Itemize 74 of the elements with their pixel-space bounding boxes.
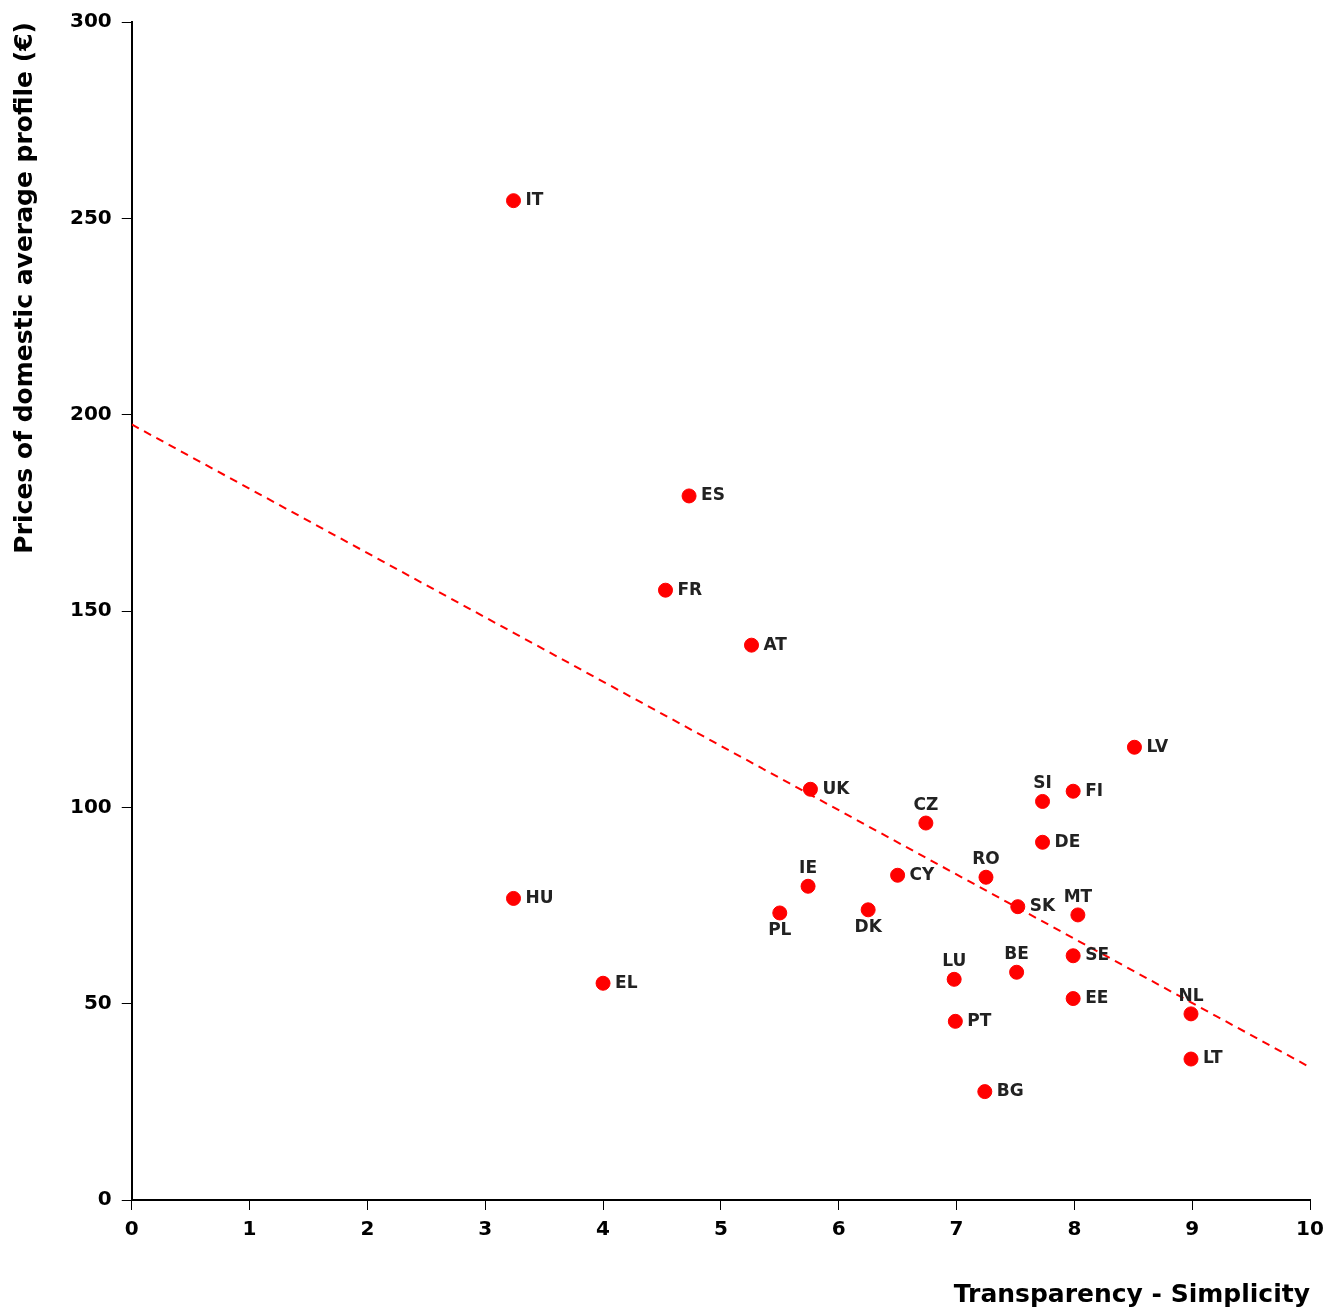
point <box>978 869 994 885</box>
point <box>681 488 697 504</box>
data-label: HU <box>525 886 554 907</box>
data-label: PT <box>967 1009 992 1030</box>
data-label: BG <box>996 1080 1024 1101</box>
x-tick-label: 10 <box>1296 1216 1324 1241</box>
y-axis-title: Prices of domestic average profile (€) <box>8 22 38 554</box>
y-tick-label: 250 <box>70 204 112 229</box>
data-label: SE <box>1085 944 1110 965</box>
point <box>744 637 760 653</box>
data-label: EL <box>615 971 638 992</box>
point <box>506 890 521 906</box>
data-label: IT <box>525 189 544 210</box>
x-tick-label: 9 <box>1185 1216 1200 1241</box>
y-tick-label: 300 <box>70 8 112 33</box>
point <box>1035 834 1051 850</box>
data-label: SK <box>1029 895 1057 916</box>
point <box>1009 964 1025 980</box>
data-label: FR <box>677 578 703 599</box>
data-label: CY <box>909 863 936 884</box>
x-tick-label: 4 <box>596 1216 611 1241</box>
x-tick-label: 7 <box>949 1216 964 1241</box>
point <box>947 1013 963 1029</box>
point <box>1010 899 1026 915</box>
x-tick-label: 3 <box>478 1216 493 1241</box>
point <box>918 815 934 831</box>
point <box>1065 783 1081 799</box>
data-label: DK <box>854 915 883 936</box>
y-tick-label: 50 <box>83 989 112 1014</box>
x-tick-label: 6 <box>831 1216 846 1241</box>
data-label: SI <box>1033 772 1052 793</box>
x-axis-title: Transparency - Simplicity <box>953 1278 1310 1308</box>
point <box>977 1084 993 1100</box>
point <box>506 193 521 209</box>
data-label: DE <box>1054 830 1081 851</box>
point <box>658 582 673 598</box>
point <box>1035 793 1051 809</box>
point <box>890 867 906 883</box>
y-tick-label: 200 <box>70 400 112 425</box>
data-label: LT <box>1203 1047 1224 1068</box>
data-label: AT <box>763 633 788 654</box>
data-label: NL <box>1178 984 1204 1005</box>
data-label: LV <box>1146 735 1169 756</box>
y-tick-label: 0 <box>97 1186 112 1211</box>
x-tick-label: 8 <box>1067 1216 1082 1241</box>
data-label: CZ <box>913 793 939 814</box>
point <box>1065 948 1081 964</box>
data-label: MT <box>1063 885 1093 906</box>
data-label: EE <box>1085 986 1109 1007</box>
x-tick-label: 1 <box>242 1216 257 1241</box>
x-tick-label: 0 <box>124 1216 139 1241</box>
point <box>1070 907 1086 923</box>
point <box>1126 739 1142 755</box>
point <box>1065 991 1081 1007</box>
data-label: RO <box>972 848 1000 869</box>
data-label: FI <box>1085 779 1104 800</box>
y-tick-label: 150 <box>70 597 112 622</box>
point <box>1183 1006 1199 1022</box>
data-label: BE <box>1004 943 1029 964</box>
point <box>860 902 876 918</box>
x-tick-label: 2 <box>360 1216 375 1241</box>
data-label: ES <box>701 484 725 505</box>
point <box>800 878 816 894</box>
point <box>772 905 788 921</box>
data-label: LU <box>942 950 967 971</box>
point <box>595 975 611 991</box>
y-tick-label: 100 <box>70 793 112 818</box>
x-tick-label: 5 <box>713 1216 728 1241</box>
data-label: IE <box>799 857 818 878</box>
data-label: UK <box>822 777 851 798</box>
point <box>946 971 962 987</box>
data-label: PL <box>768 918 792 939</box>
point <box>1183 1051 1199 1067</box>
point <box>802 781 818 797</box>
